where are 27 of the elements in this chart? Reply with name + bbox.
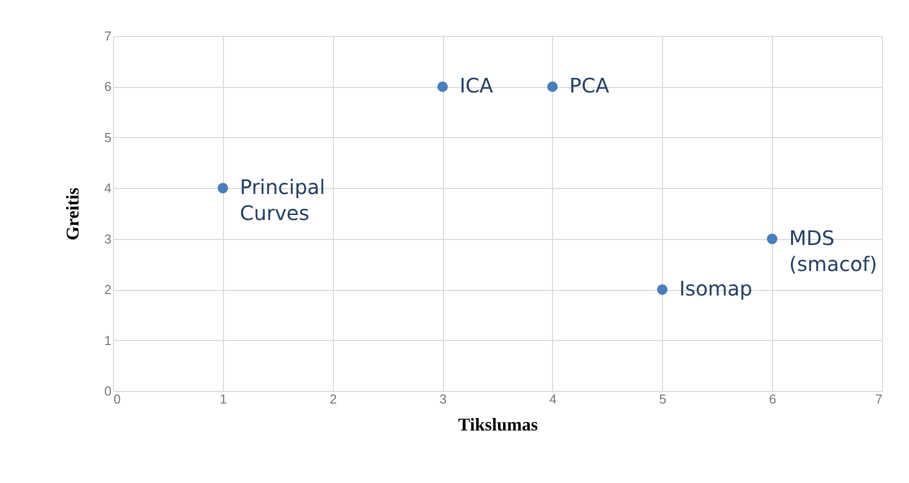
y-tick-label: 3 bbox=[104, 231, 112, 246]
x-tick-label: 0 bbox=[114, 392, 121, 406]
y-tick-label: 4 bbox=[104, 180, 112, 196]
x-tick-label: 5 bbox=[659, 392, 666, 406]
y-tick-label: 7 bbox=[104, 28, 112, 44]
x-axis-title: Tikslumas bbox=[458, 414, 538, 434]
y-tick-label: 1 bbox=[104, 332, 112, 348]
point bbox=[766, 234, 778, 244]
y-tick-label: 2 bbox=[104, 282, 112, 298]
point bbox=[547, 81, 558, 92]
annotation: PCA bbox=[569, 74, 610, 98]
x-tick-label: 6 bbox=[769, 392, 776, 406]
annotation: MDS (smacof) bbox=[789, 226, 878, 276]
y-tick-label: 5 bbox=[104, 130, 112, 145]
point bbox=[437, 81, 448, 92]
annotation: Principal Curves bbox=[240, 175, 326, 226]
x-tick-label: 3 bbox=[439, 392, 447, 406]
x-tick-label: 7 bbox=[875, 392, 882, 406]
y-tick-label: 6 bbox=[104, 79, 112, 94]
annotation: Isomap bbox=[679, 276, 752, 301]
x-tick-label: 2 bbox=[330, 392, 337, 406]
point bbox=[657, 284, 668, 295]
x-tick-label: 4 bbox=[549, 392, 557, 406]
x-tick-label: 1 bbox=[220, 392, 227, 406]
y-axis-title: Greitis bbox=[62, 188, 82, 240]
annotation: ICA bbox=[460, 74, 494, 98]
point bbox=[218, 182, 228, 194]
